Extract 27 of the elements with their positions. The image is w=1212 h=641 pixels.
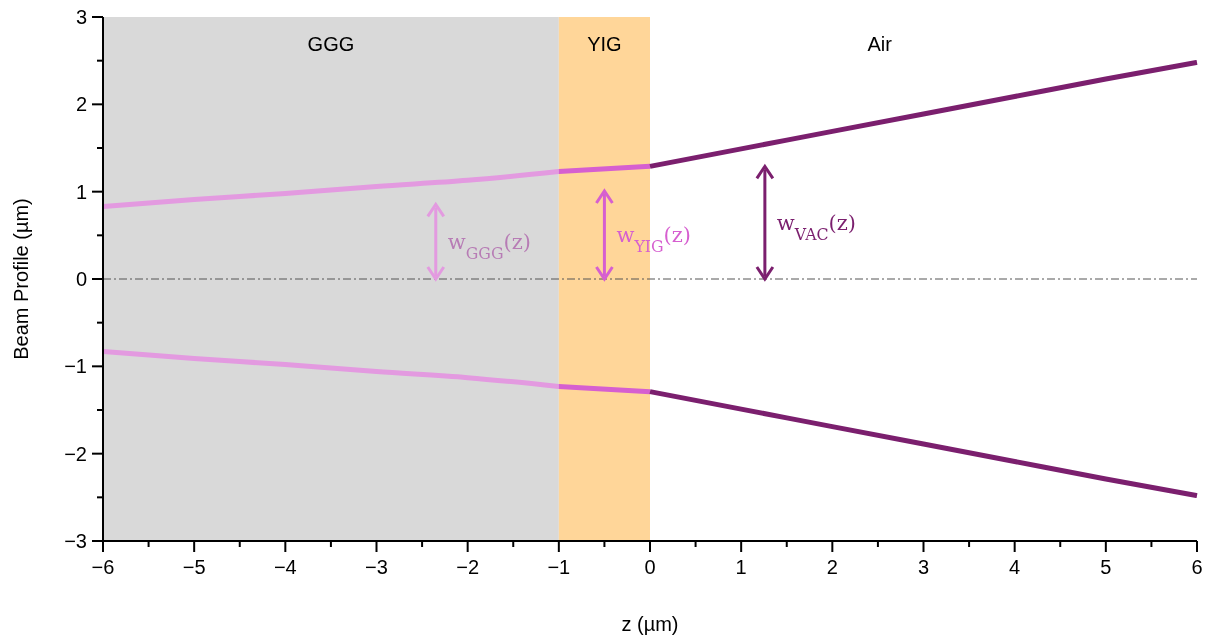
y-tick-label: 1	[75, 180, 87, 203]
annotation: w$_{VAC}$(z)	[776, 210, 857, 244]
x-tick-label: −2	[456, 556, 480, 578]
x-tick-label: −4	[273, 556, 297, 578]
x-tick-label: 6	[1191, 556, 1203, 578]
y-tick-label: −2	[64, 442, 87, 465]
x-tick-label: −3	[365, 556, 388, 578]
x-tick-label: −1	[547, 556, 571, 578]
band-label: YIG	[587, 33, 622, 55]
x-tick-label: 2	[826, 556, 838, 578]
y-tick-label: 0	[75, 268, 87, 290]
x-tick-label: 3	[917, 556, 930, 578]
y-tick-label: −3	[64, 530, 87, 552]
x-tick-label: 4	[1009, 556, 1021, 578]
x-tick-label: 5	[1100, 556, 1112, 578]
y-tick-label: 2	[75, 93, 87, 116]
x-tick-label: −6	[91, 556, 115, 578]
band-label: GGG	[307, 33, 355, 55]
annotation: w$_{GGG}$(z)	[447, 229, 531, 263]
y-tick-label: −1	[64, 355, 87, 378]
y-axis-title: Beam Profile (µm)	[10, 198, 32, 360]
x-tick-label: 0	[644, 556, 656, 578]
x-axis-title: z (µm)	[621, 613, 679, 635]
x-tick-label: −5	[182, 556, 206, 578]
annotation: Air	[867, 33, 893, 55]
x-tick-label: 1	[735, 556, 747, 578]
y-tick-label: 3	[75, 6, 87, 28]
